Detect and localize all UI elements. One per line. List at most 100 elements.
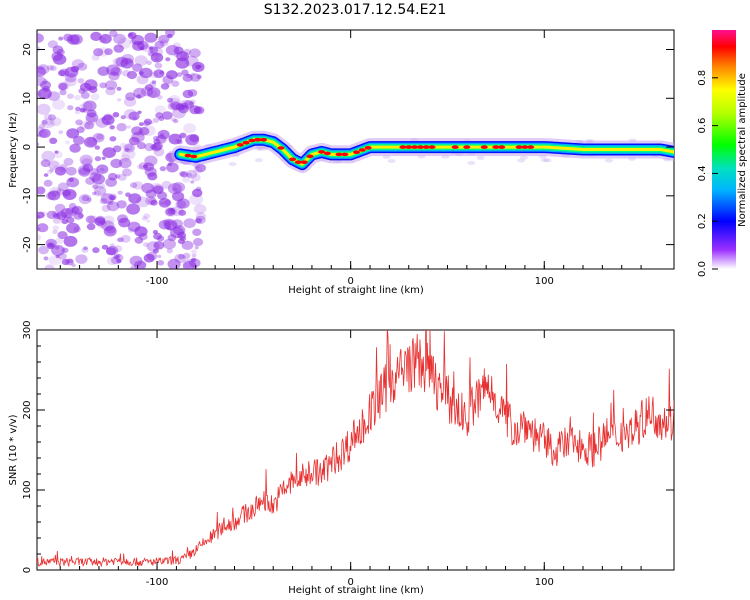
- noise-blob: [86, 223, 96, 231]
- noise-blob: [173, 53, 179, 58]
- ridge-peak: [236, 143, 244, 147]
- noise-blob: [56, 189, 62, 194]
- noise-blob: [54, 166, 67, 176]
- noise-blob: [50, 117, 62, 127]
- ridge-peak: [254, 137, 262, 142]
- noise-blob: [58, 82, 68, 91]
- colorbar-tick-label: 0.6: [697, 118, 708, 134]
- noise-blob: [43, 113, 53, 121]
- noise-blob: [37, 46, 41, 52]
- noise-blob: [167, 258, 181, 269]
- noise-blob: [78, 194, 92, 205]
- noise-blob: [165, 57, 171, 62]
- noise-blob: [190, 257, 197, 262]
- noise-blob: [71, 263, 76, 268]
- noise-blob: [152, 135, 160, 141]
- noise-blob: [150, 47, 163, 57]
- colorbar-label: Normalized spectral amplitude: [737, 73, 748, 227]
- y-tick-label: 300: [22, 320, 33, 339]
- noise-blob: [190, 99, 196, 104]
- noise-blob: [86, 197, 92, 202]
- noise-blob: [63, 157, 74, 166]
- noise-blob: [55, 237, 64, 245]
- noise-blob: [41, 150, 55, 162]
- noise-blob: [85, 116, 98, 126]
- noise-blob: [75, 106, 81, 112]
- noise-blob: [180, 171, 189, 178]
- noise-blob: [48, 114, 56, 121]
- chart-title: S132.2023.017.12.54.E21: [264, 2, 447, 18]
- noise-blob: [38, 128, 51, 138]
- noise-blob: [125, 192, 131, 197]
- ridge-peak: [527, 145, 535, 149]
- noise-blob: [123, 143, 136, 153]
- noise-blob: [165, 30, 175, 37]
- halo-blob: [467, 161, 476, 165]
- noise-blob: [46, 120, 53, 126]
- noise-blob: [61, 258, 70, 266]
- noise-blob: [186, 169, 198, 179]
- noise-blob: [51, 51, 63, 61]
- noise-blob: [178, 254, 185, 260]
- noise-blob: [149, 46, 159, 54]
- colorbar-ticks: 0.0 0.2 0.4 0.6 0.8: [697, 70, 718, 277]
- noise-blob: [193, 238, 204, 247]
- noise-blob: [172, 182, 186, 193]
- halo-blob: [255, 158, 263, 163]
- noise-blob: [83, 136, 98, 148]
- noise-blob: [139, 67, 153, 79]
- noise-blob: [166, 83, 171, 87]
- noise-blob: [106, 201, 120, 212]
- ridge-peak: [294, 160, 302, 164]
- y-tick-label: -10: [22, 188, 33, 204]
- noise-blob: [77, 213, 84, 219]
- noise-blob: [182, 252, 191, 259]
- noise-blob: [151, 143, 162, 152]
- noise-blob: [108, 193, 117, 201]
- noise-blob: [128, 111, 140, 121]
- noise-blob: [75, 119, 83, 126]
- noise-blob: [136, 74, 149, 85]
- noise-blob: [171, 219, 183, 229]
- noise-blob: [125, 144, 134, 151]
- noise-blob: [68, 203, 77, 209]
- noise-blob: [120, 115, 126, 120]
- noise-blob: [132, 181, 144, 190]
- noise-blob: [195, 163, 207, 173]
- noise-blob: [93, 48, 104, 57]
- noise-blob: [57, 231, 68, 240]
- noise-blob: [147, 50, 155, 56]
- halo-blob: [517, 158, 526, 163]
- ridge-peak: [515, 145, 523, 149]
- noise-blob: [49, 186, 62, 197]
- colorbar-tick-label: 0.4: [697, 165, 708, 181]
- ridge-peak: [480, 145, 488, 149]
- ridge-peak: [335, 152, 343, 157]
- noise-blob: [173, 107, 178, 112]
- noise-blob: [126, 70, 138, 80]
- noise-blob: [64, 76, 77, 87]
- noise-blob: [58, 164, 68, 173]
- noise-blob: [134, 236, 144, 244]
- noise-blob: [37, 64, 50, 75]
- noise-blob: [129, 182, 138, 189]
- noise-blob: [105, 80, 118, 90]
- noise-blob: [129, 255, 143, 267]
- noise-blob: [152, 248, 159, 254]
- noise-blob: [81, 101, 93, 111]
- noise-blob: [49, 168, 54, 173]
- noise-blob: [197, 64, 202, 68]
- noise-blob: [176, 72, 183, 77]
- noise-blob: [167, 162, 173, 167]
- noise-blob: [170, 226, 184, 239]
- noise-blob: [141, 216, 148, 221]
- colorbar-tick-label: 0.0: [697, 261, 708, 277]
- ridge-peak: [411, 145, 419, 149]
- ridge-peak: [242, 140, 250, 145]
- noise-blob: [162, 238, 176, 250]
- colorbar-tick-label: 0.2: [697, 213, 708, 229]
- snr-series-line: [37, 330, 674, 568]
- noise-blob: [93, 190, 102, 197]
- noise-blob: [99, 33, 112, 44]
